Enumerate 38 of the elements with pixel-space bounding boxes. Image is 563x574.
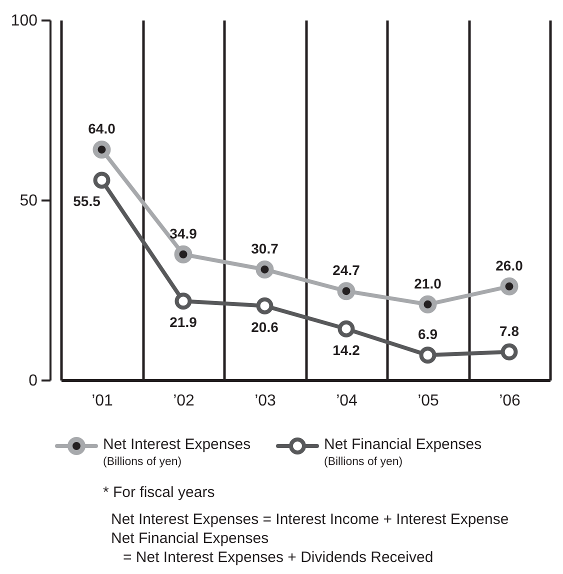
data-label: 21.9 (170, 314, 198, 330)
legend-label: Net Interest Expenses (Billions of yen) (103, 436, 251, 468)
y-tick-label: 0 (28, 372, 38, 390)
point (338, 320, 355, 338)
data-label: 64.0 (88, 120, 116, 137)
y-tick-label: 50 (20, 192, 38, 210)
data-label: 21.0 (414, 275, 442, 292)
data-label: 34.9 (170, 225, 198, 242)
text: * For fiscal years (103, 484, 215, 501)
point (419, 346, 436, 364)
x-tick-label: ’02 (173, 392, 195, 410)
point (174, 245, 192, 264)
x-tick-label: ’04 (336, 392, 358, 410)
point (418, 295, 437, 314)
data-label: 6.9 (418, 326, 438, 342)
data-label: 20.6 (251, 318, 279, 335)
point (500, 343, 518, 360)
point (256, 260, 274, 278)
x-tick-label: ’01 (92, 392, 114, 410)
data-label: 14.2 (332, 342, 360, 358)
data-label: 55.5 (73, 193, 101, 210)
point (256, 297, 274, 314)
point (92, 140, 111, 159)
legend-label: Net Financial Expenses (Billions of yen) (324, 436, 482, 468)
point (337, 282, 356, 300)
data-label: 26.0 (496, 257, 524, 274)
x-tick-label: ’05 (418, 392, 440, 410)
x-tick-label: ’06 (499, 392, 521, 410)
point (93, 172, 110, 189)
data-label: 24.7 (332, 262, 360, 278)
text: Net Financial Expenses = Net Interest Expenses + Dividends Received (111, 530, 434, 566)
y-tick-label: 100 (10, 12, 38, 30)
text: Net Interest Expenses = Interest Income + Interest Expense (111, 511, 509, 528)
data-label: 30.7 (251, 240, 279, 256)
point (174, 292, 192, 310)
data-label: 7.8 (500, 322, 520, 339)
x-tick-label: ’03 (254, 392, 276, 410)
point (500, 277, 518, 296)
